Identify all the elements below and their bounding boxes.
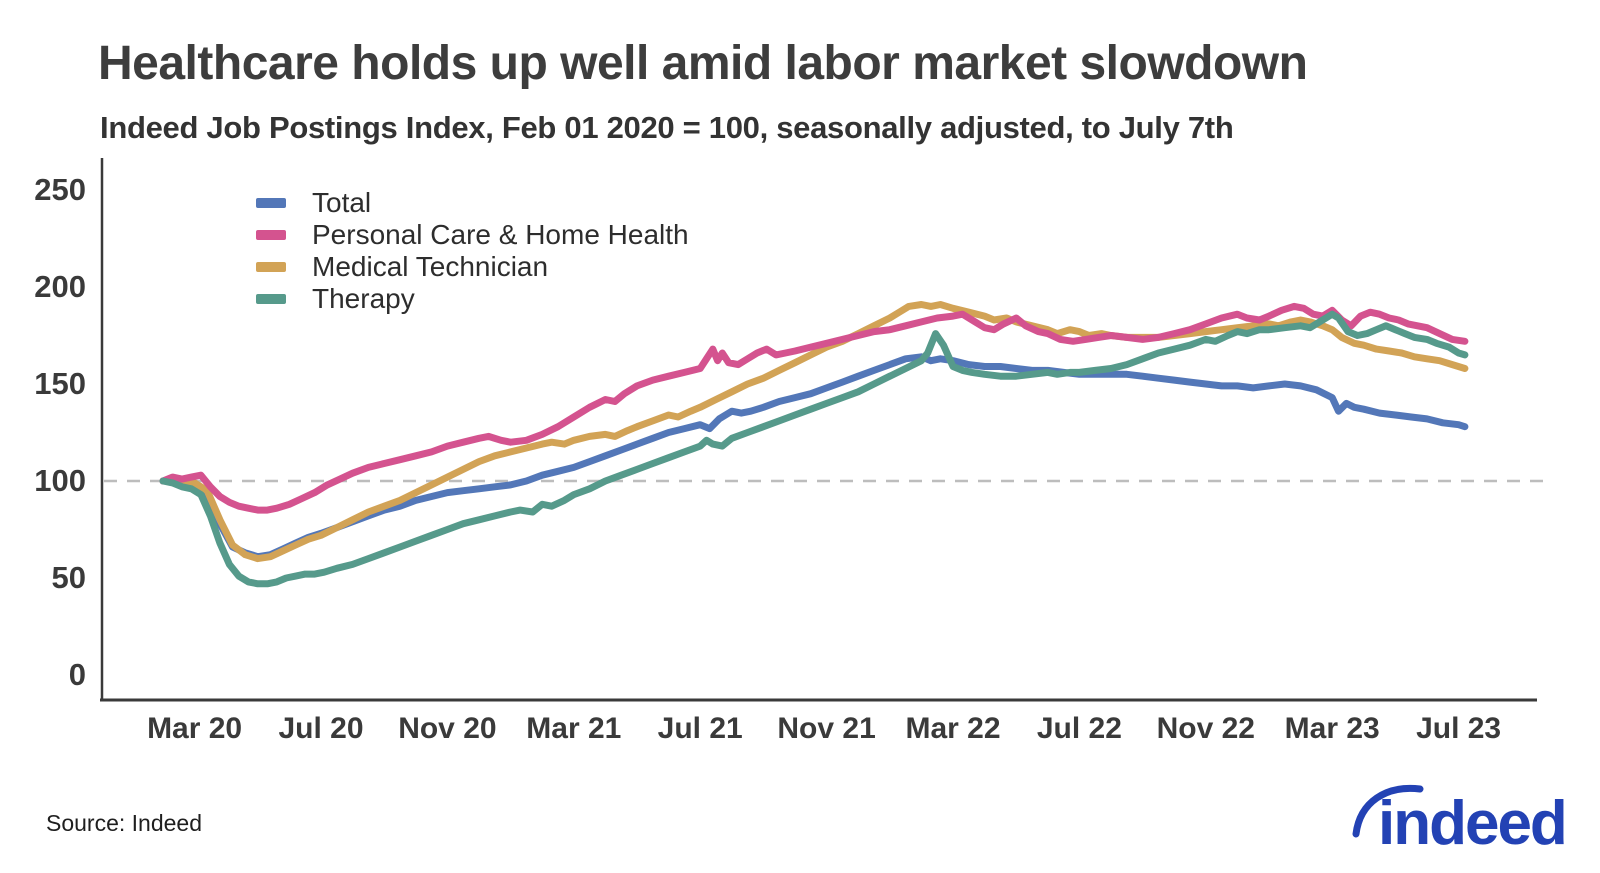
- y-tick-label-50: 50: [51, 560, 86, 595]
- indeed-logo-swoosh-icon: [1352, 784, 1424, 838]
- x-tick-label-jul-21: Jul 21: [657, 712, 743, 745]
- series-line-personal-care-home-health: [159, 302, 1469, 514]
- legend-item-personal-care-home-health: Personal Care & Home Health: [256, 219, 689, 251]
- x-tick-label-jul-20: Jul 20: [278, 712, 364, 745]
- y-tick-label-100: 100: [34, 463, 86, 498]
- series-line-therapy: [159, 310, 1469, 588]
- legend-swatch-total: [256, 198, 286, 208]
- legend-item-total: Total: [256, 187, 689, 219]
- legend-item-medical-technician: Medical Technician: [256, 251, 689, 283]
- legend-swatch-personal-care-home-health: [256, 230, 286, 240]
- legend-label-personal-care-home-health: Personal Care & Home Health: [312, 219, 689, 250]
- x-tick-label-nov-21: Nov 21: [777, 712, 876, 745]
- chart-subtitle: Indeed Job Postings Index, Feb 01 2020 =…: [100, 110, 1234, 145]
- legend-label-medical-technician: Medical Technician: [312, 251, 549, 282]
- legend-label-therapy: Therapy: [312, 283, 415, 314]
- chart-title: Healthcare holds up well amid labor mark…: [98, 37, 1308, 90]
- x-tick-label-jul-23: Jul 23: [1416, 712, 1502, 745]
- x-tick-label-mar-20: Mar 20: [147, 712, 243, 745]
- indeed-logo: indeed: [1352, 784, 1568, 858]
- x-tick-label-nov-20: Nov 20: [398, 712, 497, 745]
- y-tick-label-0: 0: [68, 657, 86, 692]
- x-tick-label-nov-22: Nov 22: [1156, 712, 1255, 745]
- series-line-medical-technician: [159, 301, 1469, 563]
- y-tick-label-200: 200: [34, 269, 86, 304]
- series-line-total: [159, 353, 1469, 561]
- x-tick-label-jul-22: Jul 22: [1036, 712, 1122, 745]
- x-tick-label-mar-23: Mar 23: [1284, 712, 1380, 745]
- legend-swatch-medical-technician: [256, 262, 286, 272]
- indeed-logo-text: indeed: [1378, 789, 1566, 858]
- source-note: Source: Indeed: [46, 810, 203, 836]
- x-tick-label-mar-22: Mar 22: [905, 712, 1001, 745]
- legend-item-therapy: Therapy: [256, 283, 689, 315]
- x-tick-label-mar-21: Mar 21: [526, 712, 622, 745]
- legend-swatch-therapy: [256, 294, 286, 304]
- y-tick-label-150: 150: [34, 366, 86, 401]
- legend: Total Personal Care & Home Health Medica…: [256, 187, 689, 315]
- legend-label-total: Total: [312, 187, 372, 218]
- y-tick-label-250: 250: [34, 172, 86, 207]
